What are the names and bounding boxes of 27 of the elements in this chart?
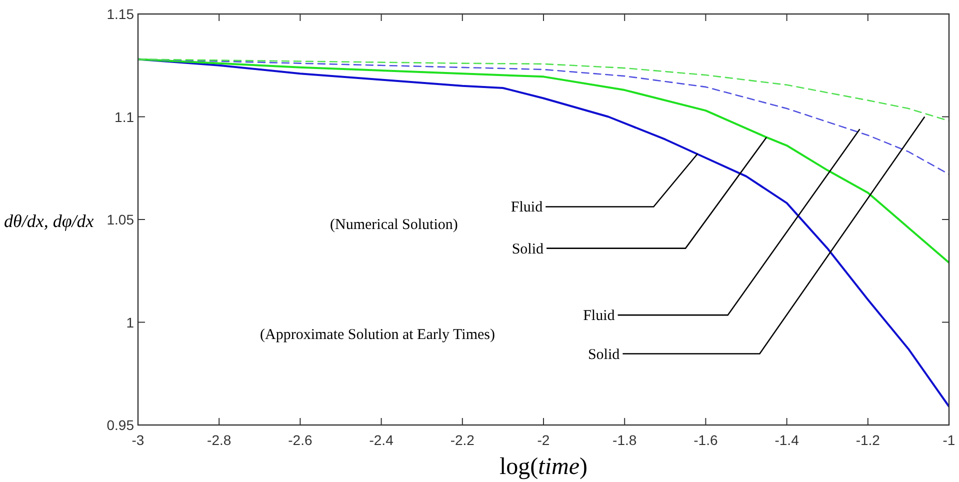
annotation: Fluid [510, 200, 544, 216]
y-tick-label: 1.15 [106, 6, 134, 22]
y-tick-label: 0.95 [106, 417, 134, 433]
x-tick-label: -2.4 [369, 432, 394, 448]
line-series [138, 58, 949, 408]
x-tick-label: -2.6 [288, 432, 312, 448]
x-tick-label: -2.8 [207, 432, 232, 448]
x-tick-label: -2.2 [450, 432, 475, 448]
annotation: (Numerical Solution) [330, 217, 458, 233]
x-axis-title: log(time) [500, 454, 588, 480]
y-axis-title: dθ/dx, dφ/dx [4, 211, 94, 231]
x-tick-label: -1.6 [694, 432, 718, 448]
annotation: (Approximate Solution at Early Times) [260, 327, 495, 343]
annotation: Solid [512, 241, 544, 258]
y-tick-label: 1.05 [106, 212, 134, 228]
x-tick-label: -3 [132, 432, 144, 448]
line-series [138, 58, 949, 122]
x-tick-label: -2 [537, 432, 550, 448]
x-tick-label: -1.2 [856, 432, 880, 448]
x-tick-label: -1.4 [774, 432, 800, 448]
y-tick-label: 1 [126, 314, 134, 330]
x-tick-label: -1 [942, 432, 956, 448]
y-tick-label: 1.1 [114, 108, 134, 125]
line-series [138, 58, 949, 264]
x-tick-label: -1.8 [612, 432, 637, 448]
annotation: Fluid [583, 308, 616, 324]
annotation: Solid [588, 346, 620, 363]
